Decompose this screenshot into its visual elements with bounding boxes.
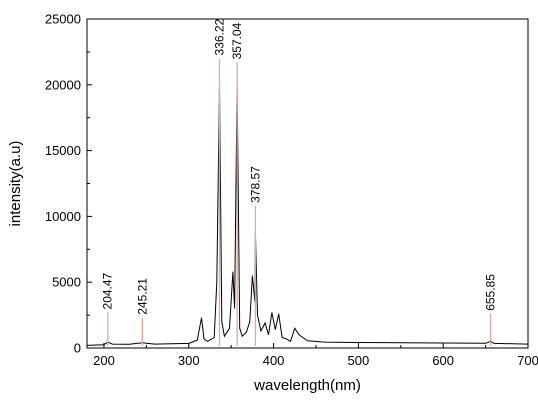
peak-label: 245.21 bbox=[135, 278, 149, 315]
plot-frame bbox=[86, 18, 529, 349]
x-tick-label: 400 bbox=[263, 353, 285, 368]
chart-marks: 204.47 245.21 336.22 357.04 378.57 655.85 bbox=[86, 18, 529, 346]
x-tick-label: 600 bbox=[432, 353, 454, 368]
y-tick-label: 0 bbox=[74, 341, 81, 356]
peak-label: 204.47 bbox=[101, 272, 115, 309]
chart-axes: 200 300 400 500 600 700 0 5000 10000 15000 20000 25… bbox=[45, 12, 538, 369]
y-tick-label: 5000 bbox=[52, 275, 81, 290]
peak-label: 378.57 bbox=[248, 166, 262, 203]
x-tick-label: 500 bbox=[348, 353, 370, 368]
y-tick-label: 15000 bbox=[45, 143, 81, 158]
y-tick-label: 10000 bbox=[45, 209, 81, 224]
x-axis-title: wavelength(nm) bbox=[253, 377, 361, 394]
y-axis-title: intensity(a.u) bbox=[7, 141, 24, 227]
y-tick-label: 25000 bbox=[45, 12, 81, 27]
x-tick-label: 700 bbox=[517, 353, 538, 368]
chart-labels: wavelength(nm) intensity(a.u) bbox=[7, 141, 361, 394]
x-tick-label: 200 bbox=[93, 353, 115, 368]
x-tick-label: 300 bbox=[178, 353, 200, 368]
y-tick-label: 20000 bbox=[45, 77, 81, 92]
peak-label: 336.22 bbox=[212, 18, 226, 55]
peak-label: 357.04 bbox=[230, 22, 244, 59]
spectrum-line bbox=[86, 84, 529, 346]
peak-label: 655.85 bbox=[484, 274, 498, 311]
